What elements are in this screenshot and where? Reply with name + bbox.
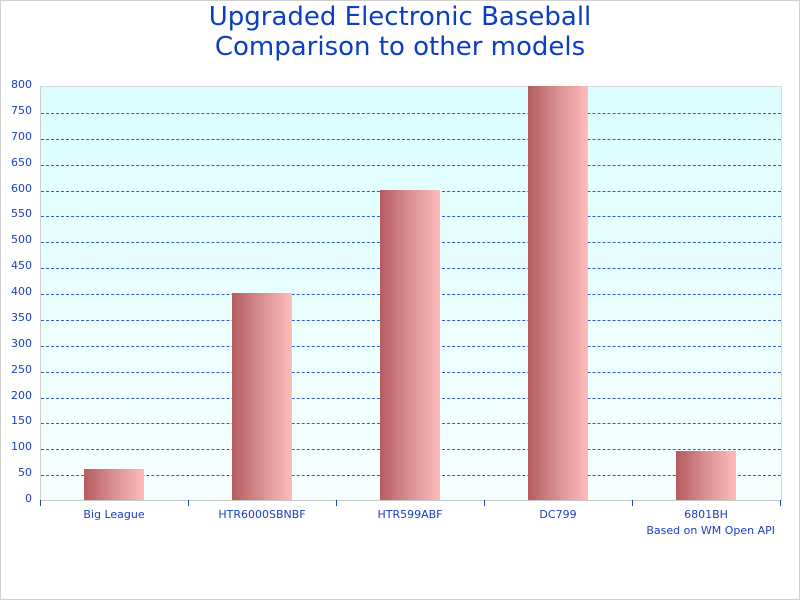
y-tick-label: 350 — [11, 310, 32, 324]
y-tick-label: 650 — [11, 155, 32, 169]
x-tick-mark — [40, 500, 41, 506]
y-tick-label: 450 — [11, 259, 32, 273]
y-tick-label: 550 — [11, 207, 32, 221]
y-tick-label: 600 — [11, 181, 32, 195]
x-tick-mark — [188, 500, 189, 506]
y-tick-label: 750 — [11, 103, 32, 117]
x-tick-mark — [780, 500, 781, 506]
y-tick-label: 300 — [11, 336, 32, 350]
y-tick-label: 400 — [11, 285, 32, 298]
x-axis-line — [40, 500, 781, 501]
y-tick-label: 150 — [11, 414, 32, 428]
x-tick-mark — [632, 500, 633, 506]
y-tick-label: 800 — [11, 78, 32, 91]
bar-big-league — [84, 468, 144, 500]
y-tick-label: 100 — [11, 440, 32, 454]
y-tick-label: 500 — [11, 233, 32, 247]
x-tick-label: Big League — [83, 508, 145, 521]
bar-htr6000sbnbf — [232, 293, 292, 500]
x-tick-mark — [336, 500, 337, 506]
y-tick-label: 50 — [18, 466, 32, 480]
gridline — [41, 164, 781, 166]
x-tick-label: 6801BH — [684, 508, 728, 521]
y-tick-label: 700 — [11, 129, 32, 143]
bar-htr599abf — [380, 189, 440, 500]
x-tick-label: HTR6000SBNBF — [218, 508, 306, 521]
y-tick-label: 200 — [11, 388, 32, 402]
bar-6801bh — [676, 450, 736, 500]
source-credit: Based on WM Open API — [646, 524, 775, 537]
x-tick-mark — [484, 500, 485, 506]
x-tick-label: DC799 — [539, 508, 577, 521]
bar-dc799 — [528, 86, 588, 500]
y-tick-label: 0 — [25, 492, 32, 505]
x-tick-label: HTR599ABF — [377, 508, 443, 521]
chart-title: Upgraded Electronic Baseball Comparison … — [0, 2, 800, 62]
title-line-1: Upgraded Electronic Baseball — [208, 2, 592, 32]
gridline — [41, 112, 781, 114]
y-tick-label: 250 — [11, 362, 32, 376]
title-line-2: Comparison to other models — [214, 32, 586, 62]
gridline — [41, 138, 781, 140]
